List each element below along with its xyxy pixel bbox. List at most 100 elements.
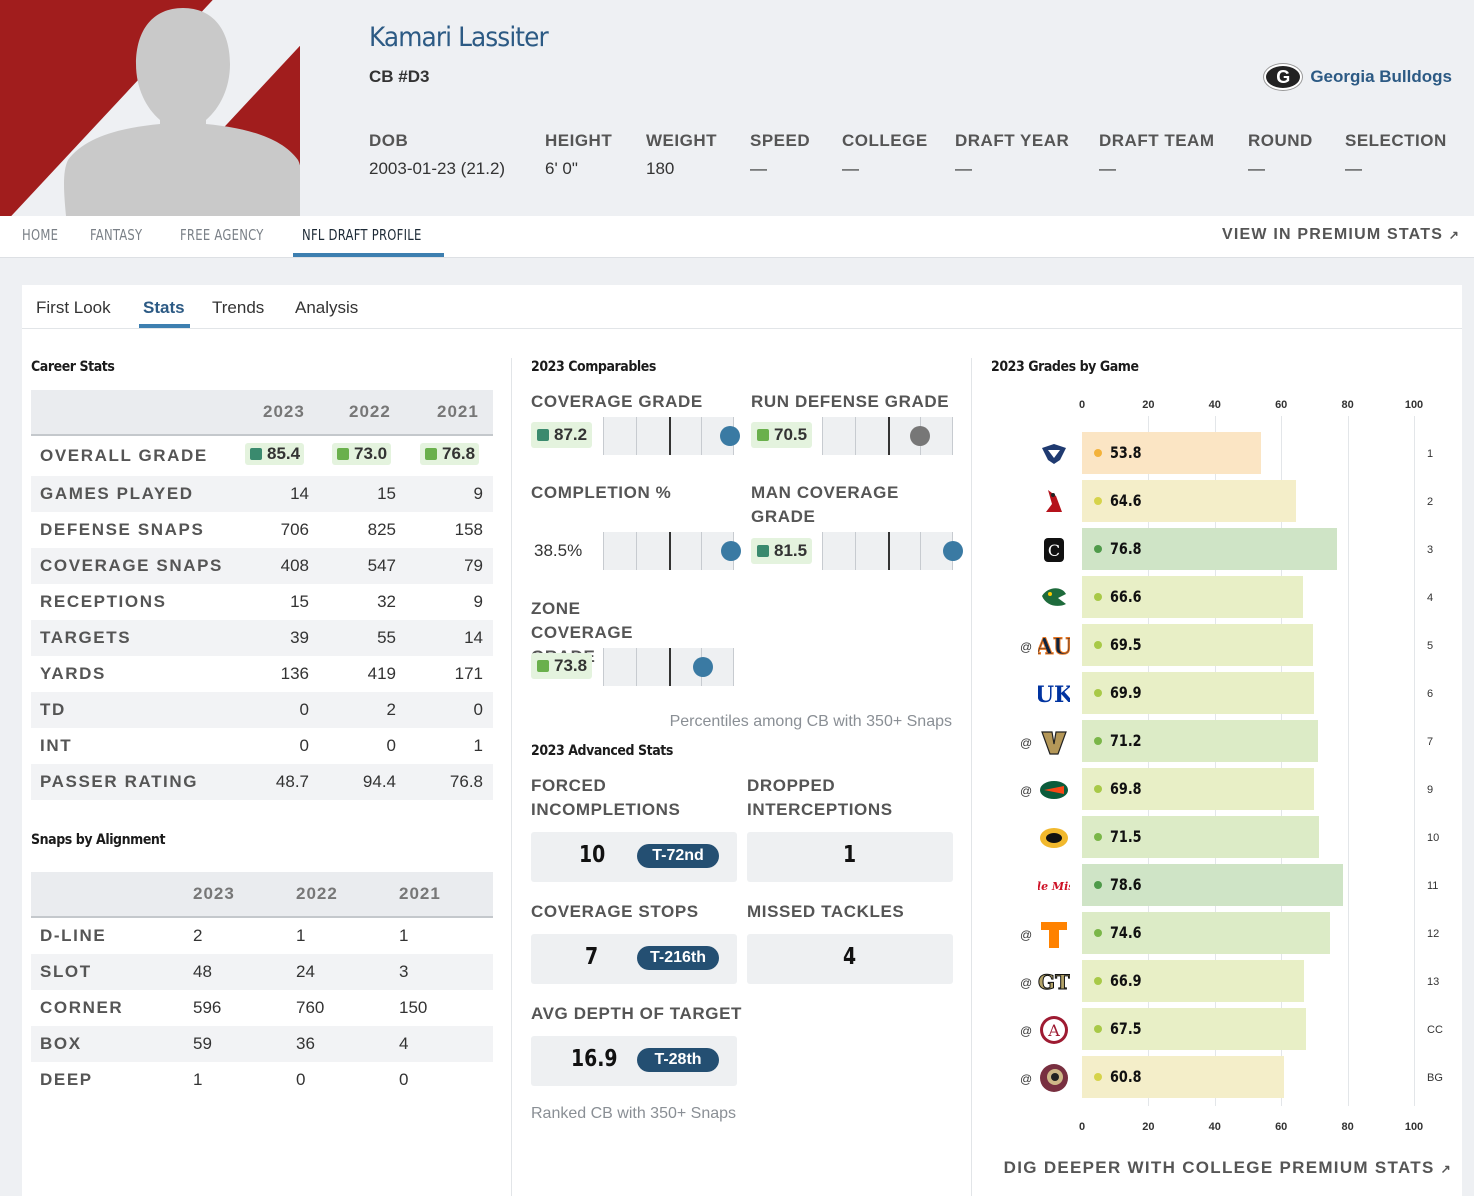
- grade-square-icon: [757, 545, 769, 557]
- game-row[interactable]: @71.2 7: [990, 720, 1450, 764]
- week-label: 5: [1427, 640, 1434, 652]
- percentile-tick: [855, 417, 856, 455]
- row-label: RECEPTIONS: [40, 592, 167, 611]
- grade-label: 71.2: [1110, 731, 1142, 750]
- bio-value: —: [1248, 159, 1265, 178]
- game-row[interactable]: UK 69.9 6: [990, 672, 1450, 716]
- grade-dot-icon: [1094, 641, 1102, 649]
- nav-home[interactable]: HOME: [22, 226, 59, 244]
- georgia-tech-icon: GT: [1038, 966, 1071, 998]
- grade-label: 66.9: [1110, 971, 1142, 990]
- svg-text:GT: GT: [1038, 970, 1070, 994]
- grade-value: 85.4: [267, 444, 301, 463]
- x-tick-label: 20: [1142, 399, 1155, 411]
- tab-analysis[interactable]: Analysis: [295, 298, 359, 317]
- tennessee-icon: [1038, 918, 1070, 950]
- ut-martin-icon: [1038, 438, 1070, 470]
- advanced-value: 16.9: [571, 1046, 618, 1072]
- game-row[interactable]: 66.6 4: [990, 576, 1450, 620]
- grade-label: 60.8: [1110, 1067, 1142, 1086]
- grades-chart-title: 2023 Grades by Game: [991, 359, 1139, 375]
- column-divider: [511, 358, 512, 1196]
- game-row[interactable]: @ GT 66.9 13: [990, 960, 1450, 1004]
- external-link-icon: ↗: [1448, 228, 1460, 242]
- x-tick-label: 60: [1275, 399, 1288, 411]
- advanced-value: 7: [585, 944, 599, 970]
- table-row: YARDS 136 419 171: [31, 656, 493, 692]
- dig-deeper-link[interactable]: DIG DEEPER WITH COLLEGE PREMIUM STATS ↗: [1004, 1158, 1452, 1178]
- bio-item: COLLEGE —: [842, 131, 928, 179]
- away-marker: @: [1020, 1072, 1033, 1086]
- x-tick-label: 20: [1142, 1121, 1155, 1133]
- game-row[interactable]: 64.6 2: [990, 480, 1450, 524]
- bio-item: DRAFT YEAR —: [955, 131, 1069, 179]
- comparable-label: COMPLETION %: [531, 483, 672, 502]
- percentile-tick: [855, 532, 856, 570]
- comparable-label: MAN COVERAGE GRADE: [751, 483, 899, 526]
- table-header: 2023 2022 2021: [31, 872, 493, 918]
- grade-bar: 66.6: [1082, 576, 1303, 618]
- grade-square-icon: [425, 448, 437, 460]
- away-marker: @: [1020, 640, 1033, 654]
- week-label: 10: [1427, 832, 1440, 844]
- game-row[interactable]: @ A 67.5 CC: [990, 1008, 1450, 1052]
- percentile-tick: [822, 532, 823, 570]
- year-header: 2023: [193, 884, 235, 903]
- x-tick-label: 80: [1341, 1121, 1354, 1133]
- grade-badge: 76.8: [420, 443, 480, 465]
- row-label: PASSER RATING: [40, 772, 199, 791]
- nav-free-agency[interactable]: FREE AGENCY: [180, 226, 264, 244]
- game-row[interactable]: @69.8 9: [990, 768, 1450, 812]
- game-row[interactable]: 71.5 10: [990, 816, 1450, 860]
- row-label: DEEP: [40, 1070, 93, 1089]
- x-tick-label: 100: [1404, 1121, 1424, 1133]
- grade-badge: 85.4: [245, 443, 305, 465]
- grade-label: 78.6: [1110, 875, 1142, 894]
- game-row[interactable]: @ AU 69.5 5: [990, 624, 1450, 668]
- view-premium-stats-link[interactable]: VIEW IN PREMIUM STATS ↗: [1222, 226, 1460, 244]
- nav-fantasy[interactable]: FANTASY: [90, 226, 143, 244]
- game-row[interactable]: @74.6 12: [990, 912, 1450, 956]
- table-row: PASSER RATING 48.7 94.4 76.8: [31, 764, 493, 800]
- game-row[interactable]: 53.8 1: [990, 432, 1450, 476]
- player-photo-placeholder: [0, 0, 300, 216]
- cell-value: 419: [367, 664, 396, 683]
- percentile-tick: [669, 417, 671, 455]
- cell-value: 3: [399, 962, 409, 981]
- grade-bar: 67.5: [1082, 1008, 1306, 1050]
- main-nav: HOME FANTASY FREE AGENCY NFL DRAFT PROFI…: [0, 216, 1474, 258]
- table-row: BOX 59 36 4: [31, 1026, 493, 1062]
- table-row: SLOT 48 24 3: [31, 954, 493, 990]
- row-label: TD: [40, 700, 66, 719]
- game-row[interactable]: @60.8 BG: [990, 1056, 1450, 1100]
- percentile-bar: [603, 532, 741, 570]
- grade-bar: 78.6: [1082, 864, 1343, 906]
- cell-value: 408: [280, 556, 309, 575]
- cell-value: 158: [454, 520, 483, 539]
- percentile-tick: [636, 648, 637, 686]
- nav-nfl-draft-profile[interactable]: NFL DRAFT PROFILE: [302, 226, 422, 244]
- grade-square-icon: [537, 660, 549, 672]
- game-row[interactable]: C 76.8 3: [990, 528, 1450, 572]
- tab-stats[interactable]: Stats: [143, 298, 185, 317]
- x-tick-label: 40: [1208, 1121, 1221, 1133]
- week-label: 4: [1427, 592, 1434, 604]
- external-link-icon: ↗: [1440, 1162, 1452, 1176]
- bio-item: SELECTION —: [1345, 131, 1447, 179]
- svg-text:UK: UK: [1038, 682, 1070, 708]
- advanced-label: AVG DEPTH OF TARGET: [531, 1004, 742, 1023]
- bio-label: DRAFT TEAM: [1099, 131, 1215, 150]
- cell-value: 760: [296, 998, 325, 1017]
- team-link[interactable]: G Georgia Bulldogs: [1264, 64, 1452, 90]
- advanced-stat-box: 16.9 T-28th: [531, 1036, 737, 1086]
- percentile-dot: [720, 426, 740, 446]
- tab-first-look[interactable]: First Look: [36, 298, 111, 317]
- advanced-label: FORCED INCOMPLETIONS: [531, 776, 681, 819]
- week-label: CC: [1427, 1024, 1443, 1036]
- grade-dot-icon: [1094, 593, 1102, 601]
- game-row[interactable]: Ole Miss 78.6 11: [990, 864, 1450, 908]
- tab-trends[interactable]: Trends: [212, 298, 265, 317]
- percentile-dot: [693, 657, 713, 677]
- ole-miss-icon: Ole Miss: [1027, 870, 1080, 902]
- percentile-tick: [733, 648, 734, 686]
